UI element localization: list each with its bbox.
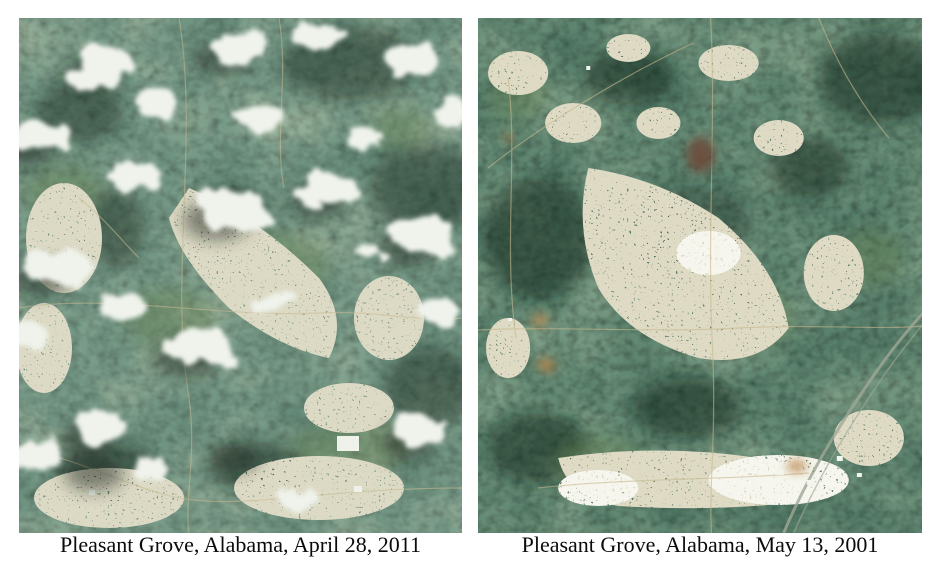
satellite-image-2011: [19, 18, 462, 533]
disturbed-ground-patch: [686, 137, 715, 173]
satellite-scene-2001: [478, 18, 922, 533]
haze-layer: [19, 18, 462, 533]
bare-soil-layer: [503, 134, 807, 472]
buildings-layer: [89, 436, 362, 495]
buildings-layer: [508, 66, 862, 490]
satellite-scene-2011: [19, 18, 462, 533]
highway-layer: [782, 311, 922, 533]
caption-2011: Pleasant Grove, Alabama, April 28, 2011: [60, 532, 421, 557]
caption-2001: Pleasant Grove, Alabama, May 13, 2001: [521, 532, 879, 557]
roads-layer: [478, 18, 922, 533]
satellite-image-2001: [478, 18, 922, 533]
cloud-layer: [19, 19, 462, 512]
